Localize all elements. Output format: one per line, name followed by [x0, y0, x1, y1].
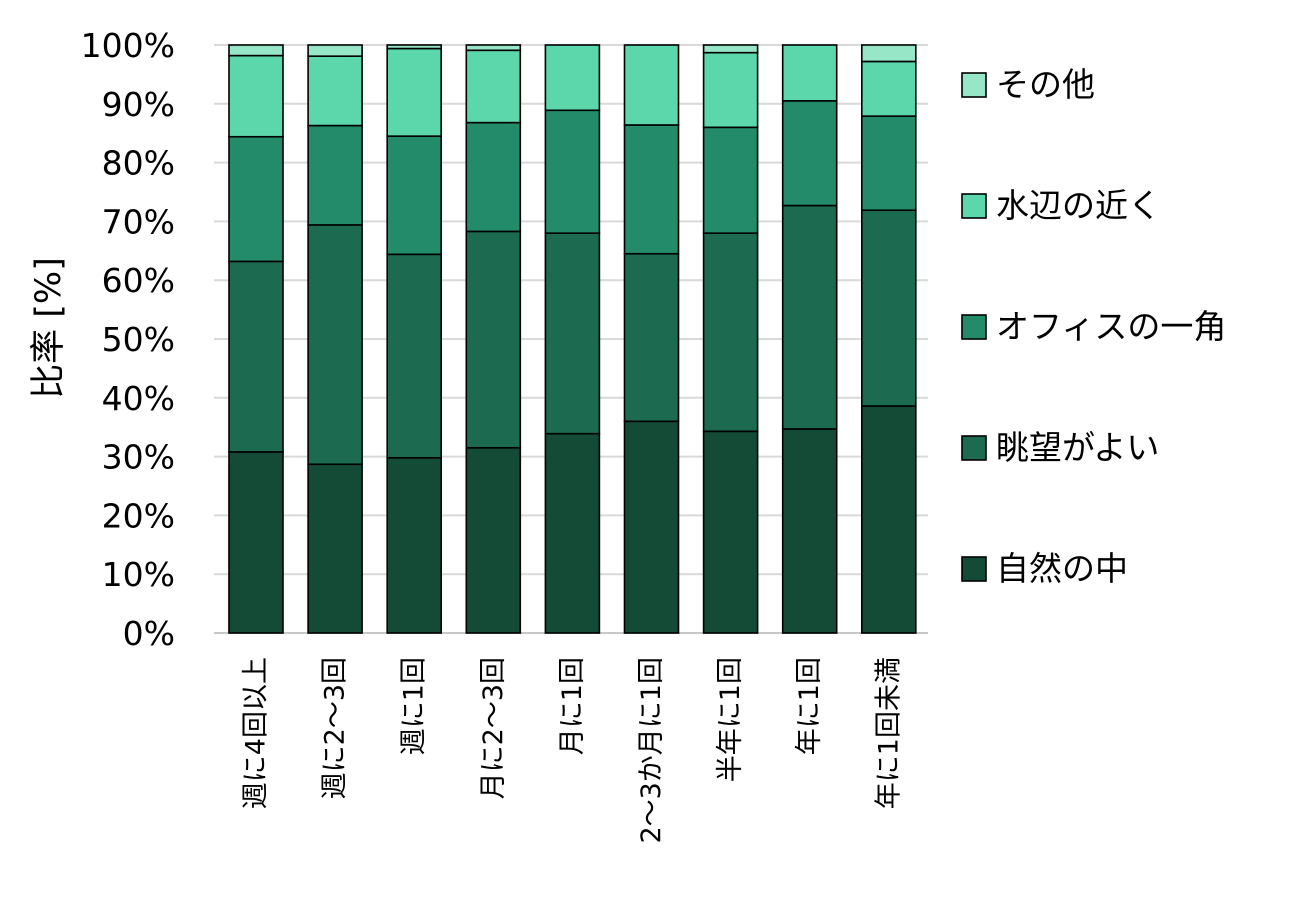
bar-segment — [465, 446, 522, 634]
y-tick-label: 40% — [102, 379, 175, 418]
bar-segment — [307, 124, 363, 226]
bar-segment — [781, 100, 838, 207]
x-category-label: 半年に1回 — [715, 657, 746, 782]
bar-segment — [307, 44, 363, 57]
bar-segment — [386, 135, 443, 256]
legend-label: 自然の中 — [996, 549, 1128, 588]
x-category-label: 年に1回未満 — [873, 657, 904, 809]
bar-segment — [544, 232, 601, 435]
y-tick-label: 100% — [81, 26, 175, 65]
bar-segment — [781, 44, 838, 102]
bar-segment — [465, 121, 522, 233]
bar-segment — [623, 124, 680, 255]
x-axis-category-labels: 週に4回以上 週に2～3回 週に1回 月に2～3回 月に1回 2～3か月に1回 半年に1回 年… — [241, 657, 905, 844]
bar-segment — [623, 420, 680, 634]
legend-swatch — [961, 314, 987, 340]
y-tick-label: 80% — [102, 144, 175, 183]
y-tick-label: 90% — [102, 85, 175, 124]
bar-segment — [386, 456, 443, 634]
legend-swatch — [961, 72, 987, 98]
bar-segment — [307, 224, 363, 466]
legend-label: 眺望がよい — [996, 428, 1159, 467]
bar-segment — [544, 44, 601, 112]
bar-segment — [623, 252, 680, 423]
bar-segment — [386, 253, 443, 459]
bar-segment — [386, 47, 443, 137]
x-category-label: 月に2～3回 — [478, 657, 509, 799]
x-category-label: 年に1回 — [794, 657, 825, 755]
bar-segment — [702, 44, 759, 54]
bar-segment — [228, 54, 284, 138]
legend-item: 自然の中 — [961, 549, 1128, 588]
legend-label: 水辺の近く — [996, 186, 1161, 225]
bars — [228, 44, 917, 634]
y-tick-label: 70% — [102, 202, 175, 241]
bar-segment — [860, 209, 917, 407]
bar-segment — [544, 109, 601, 234]
x-category-label: 2～3か月に1回 — [636, 657, 667, 844]
legend-item: オフィスの一角 — [961, 307, 1226, 346]
legend-item: その他 — [961, 65, 1095, 104]
bar-segment — [781, 204, 838, 430]
y-tick-label: 60% — [102, 261, 175, 300]
bar-segment — [781, 428, 838, 634]
bar-segment — [465, 44, 522, 52]
x-category-label: 週に2～3回 — [320, 657, 351, 799]
y-tick-label: 50% — [102, 320, 175, 359]
bar-segment — [702, 126, 759, 234]
bar-segment — [702, 430, 759, 634]
bar-segment — [228, 451, 284, 634]
legend-swatch — [961, 193, 987, 219]
legend-swatch — [961, 435, 987, 461]
bar-segment — [228, 44, 284, 57]
bar-segment — [228, 135, 284, 263]
legend-label: その他 — [996, 65, 1095, 104]
x-category-label: 月に1回 — [557, 657, 588, 755]
legend-label: オフィスの一角 — [996, 307, 1226, 346]
bar-segment — [860, 115, 917, 212]
y-axis-title: 比率 [%] — [29, 257, 69, 399]
bar-segment — [702, 51, 759, 129]
bar-segment — [465, 230, 522, 449]
y-tick-label: 20% — [102, 496, 175, 535]
y-axis-tick-labels: 0% 10% 20% 30% 40% 50% 60% 70% 80% 90% 100% — [81, 26, 175, 653]
y-tick-label: 30% — [102, 438, 175, 477]
bar-segment — [228, 260, 284, 453]
bar-segment — [623, 44, 680, 126]
bar-segment — [465, 49, 522, 124]
legend-item: 眺望がよい — [961, 428, 1159, 467]
legend-swatch — [961, 556, 987, 582]
bar-segment — [860, 405, 917, 634]
bar-segment — [307, 463, 363, 634]
bar-segment — [307, 55, 363, 127]
bar-segment — [386, 44, 443, 50]
bar-segment — [702, 232, 759, 433]
bar-segment — [860, 60, 917, 117]
x-category-label: 週に1回 — [399, 657, 430, 755]
bar-segment — [860, 44, 917, 63]
legend-item: 水辺の近く — [961, 186, 1161, 225]
bar-segment — [544, 432, 601, 634]
y-tick-label: 0% — [123, 614, 175, 653]
y-tick-label: 10% — [102, 555, 175, 594]
x-category-label: 週に4回以上 — [241, 657, 272, 809]
